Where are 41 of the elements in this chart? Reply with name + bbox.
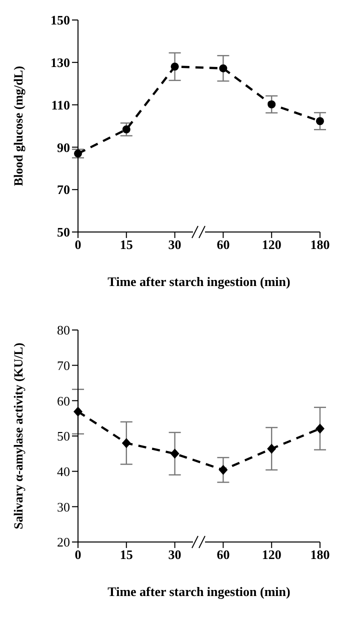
- point: [74, 406, 82, 417]
- point: [122, 438, 131, 448]
- x-tick-label: 15: [120, 237, 134, 252]
- y-tick-label: 40: [57, 464, 70, 479]
- point: [268, 100, 276, 108]
- y-tick-label: 30: [57, 499, 70, 514]
- point: [122, 125, 130, 134]
- x-tick-label: 60: [216, 547, 230, 562]
- y-tick-label: 20: [57, 534, 70, 550]
- x-tick-label: 30: [168, 237, 182, 252]
- point: [218, 464, 228, 475]
- y-axis-title: Salivary α-amylase activity (KU/L): [11, 342, 26, 530]
- point: [74, 150, 82, 158]
- y-tick-label: 80: [57, 322, 70, 338]
- x-tick-label: 180: [310, 237, 330, 252]
- x-tick-label: 120: [262, 237, 282, 252]
- y-tick-label: 70: [57, 182, 70, 198]
- point: [170, 62, 179, 71]
- x-tick-label: 60: [216, 237, 230, 252]
- x-tick-label: 120: [262, 547, 282, 562]
- y-tick-label: 130: [50, 55, 70, 70]
- y-tick-label: 150: [50, 12, 70, 28]
- point: [316, 424, 324, 434]
- y-axis-title: Blood glucose (mg/dL): [11, 66, 26, 186]
- x-tick-label: 30: [168, 547, 182, 562]
- point: [316, 117, 324, 126]
- y-tick-label: 60: [57, 393, 70, 408]
- y-tick-label: 110: [51, 97, 70, 112]
- y-tick-label: 50: [57, 428, 70, 444]
- x-axis-title: Time after starch ingestion (min): [108, 274, 290, 289]
- y-tick-label: 90: [57, 140, 70, 155]
- x-tick-label: 0: [74, 547, 82, 562]
- x-tick-label: 15: [120, 547, 134, 562]
- point: [219, 64, 228, 72]
- x-axis-title: Time after starch ingestion (min): [108, 584, 290, 599]
- y-tick-label: 70: [57, 358, 70, 373]
- x-tick-label: 0: [74, 237, 82, 252]
- y-tick-label: 50: [57, 224, 70, 240]
- x-tick-label: 180: [310, 547, 330, 562]
- point: [267, 444, 276, 454]
- point: [170, 448, 180, 459]
